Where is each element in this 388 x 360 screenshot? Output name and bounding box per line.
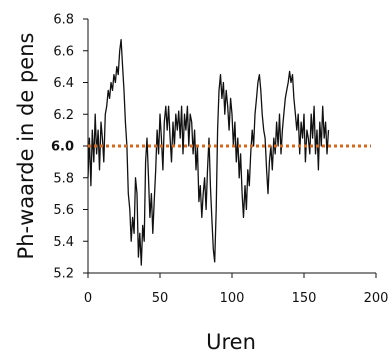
y-tick-label: 6.4 — [53, 76, 74, 91]
y-tick-label: 5.8 — [53, 171, 74, 186]
y-tick-label: 6.6 — [53, 44, 74, 59]
reference-line-label: 6.0 — [51, 140, 74, 155]
y-tick-label: 5.4 — [53, 235, 74, 250]
y-tick-label: 5.6 — [53, 203, 74, 218]
y-tick-label: 6.8 — [53, 13, 74, 28]
x-axis-title: Uren — [206, 330, 256, 354]
x-tick-label: 150 — [292, 291, 317, 306]
x-axis-ticks: 0 50 100 150 200 — [84, 273, 388, 306]
series-group — [87, 38, 330, 266]
y-axis-title: Ph-waarde in de pens — [14, 33, 38, 260]
x-tick-label: 100 — [220, 291, 245, 306]
y-axis-ticks: 5.2 5.4 5.6 5.8 6.0 6.2 6.4 6.6 6.8 — [51, 13, 88, 282]
x-tick-label: 0 — [84, 291, 92, 306]
y-tick-label: 6.2 — [53, 108, 74, 123]
y-tick-label: 5.2 — [53, 267, 74, 282]
x-tick-label: 200 — [364, 291, 388, 306]
series-line — [87, 38, 330, 266]
x-tick-label: 50 — [152, 291, 169, 306]
